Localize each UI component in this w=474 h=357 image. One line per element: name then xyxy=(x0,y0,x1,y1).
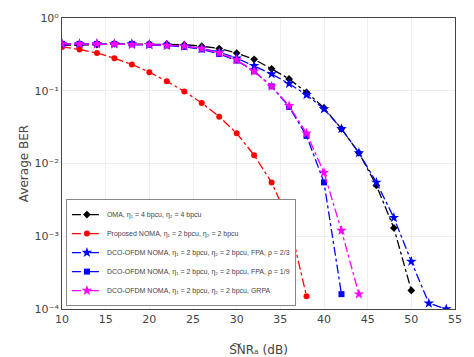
svg-text:20: 20 xyxy=(142,313,156,326)
svg-text:DCO-OFDM NOMA, η₁ = 2 bpcu, η₂: DCO-OFDM NOMA, η₁ = 2 bpcu, η₂ = 2 bpcu,… xyxy=(107,249,290,257)
svg-text:Proposed NOMA, η₁ = 2 bpcu, η₂: Proposed NOMA, η₁ = 2 bpcu, η₂ = 2 bpcu xyxy=(107,230,239,238)
svg-text:DCO-OFDM NOMA, η₁ = 2 bpcu, η₂: DCO-OFDM NOMA, η₁ = 2 bpcu, η₂ = 2 bpcu,… xyxy=(107,268,290,276)
svg-text:OMA, η₁ = 4 bpcu, η₂ = 4 bpcu: OMA, η₁ = 4 bpcu, η₂ = 4 bpcu xyxy=(107,211,202,219)
svg-text:10: 10 xyxy=(55,313,69,326)
svg-text:10⁰: 10⁰ xyxy=(40,12,59,25)
svg-text:45: 45 xyxy=(361,313,375,326)
svg-text:S͠NRₐ (dB): S͠NRₐ (dB) xyxy=(229,343,288,357)
svg-text:55: 55 xyxy=(448,313,462,326)
svg-text:40: 40 xyxy=(317,313,331,326)
svg-text:15: 15 xyxy=(99,313,113,326)
svg-text:30: 30 xyxy=(230,313,244,326)
svg-text:50: 50 xyxy=(404,313,418,326)
svg-text:25: 25 xyxy=(186,313,200,326)
svg-text:35: 35 xyxy=(273,313,287,326)
svg-text:10⁻²: 10⁻² xyxy=(35,157,59,170)
svg-text:10⁻³: 10⁻³ xyxy=(35,230,59,243)
svg-text:10⁻¹: 10⁻¹ xyxy=(35,85,59,98)
svg-text:10⁻⁴: 10⁻⁴ xyxy=(35,303,60,316)
svg-text:DCO-OFDM NOMA, η₁ = 2 bpcu, η₂: DCO-OFDM NOMA, η₁ = 2 bpcu, η₂ = 2 bpcu,… xyxy=(107,287,271,295)
svg-text:Average BER: Average BER xyxy=(17,125,31,202)
